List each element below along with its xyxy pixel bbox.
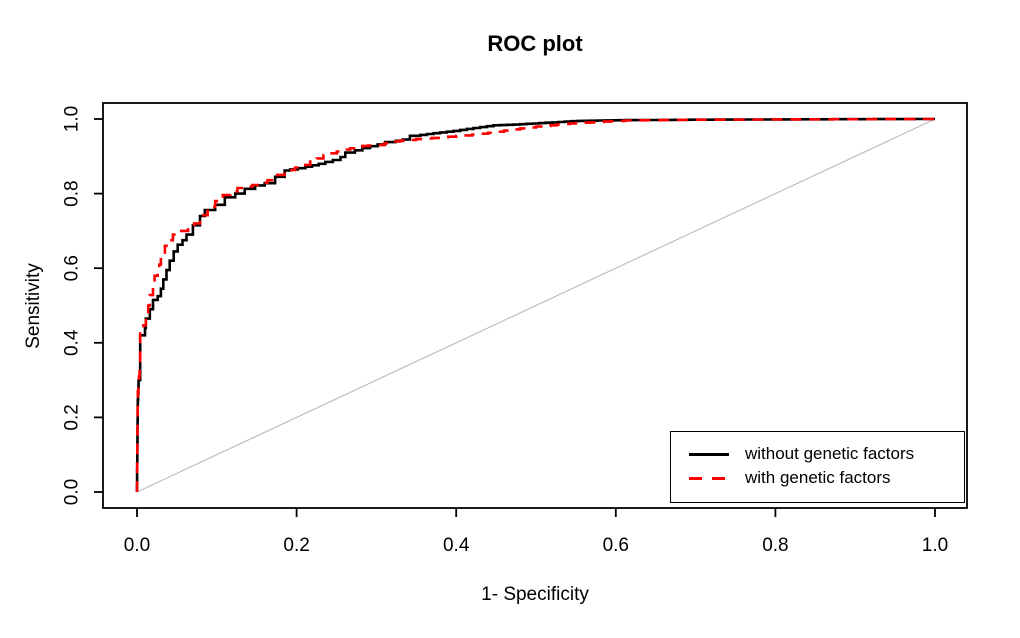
x-tick-label: 0.6 [603,535,629,556]
y-tick-label: 0.2 [62,404,83,430]
legend-solid-black-line-sample [689,452,729,456]
x-axis-title: 1- Specificity [481,584,589,605]
x-tick-label: 0.4 [443,535,470,556]
y-tick-label: 0.8 [62,180,83,206]
roc-curve-without-genetic-factors [135,117,935,492]
y-tick-label: 0.4 [62,329,83,356]
chance-diagonal-line [136,118,936,493]
y-axis-title: Sensitivity [23,263,44,349]
legend-box: without genetic factors with genetic fac… [670,431,965,503]
x-tick-label: 0.0 [124,535,150,556]
legend-entry-with-genetic-factors: with genetic factors [671,466,964,490]
y-tick-label: 0.6 [62,255,83,281]
chart-title: ROC plot [487,31,583,56]
roc-curve-with-genetic-factors [135,117,935,492]
y-tick-label: 1.0 [62,106,83,132]
x-tick-label: 1.0 [922,535,948,556]
legend-entry-without-genetic-factors: without genetic factors [671,442,964,466]
legend-label: with genetic factors [745,468,891,487]
y-tick-label: 0.0 [62,479,83,505]
legend-dashed-red-line-sample [689,476,729,480]
x-tick-label: 0.8 [762,535,788,556]
plot-border [102,102,968,509]
x-tick-label: 0.2 [283,535,309,556]
legend-label: without genetic factors [745,444,915,463]
